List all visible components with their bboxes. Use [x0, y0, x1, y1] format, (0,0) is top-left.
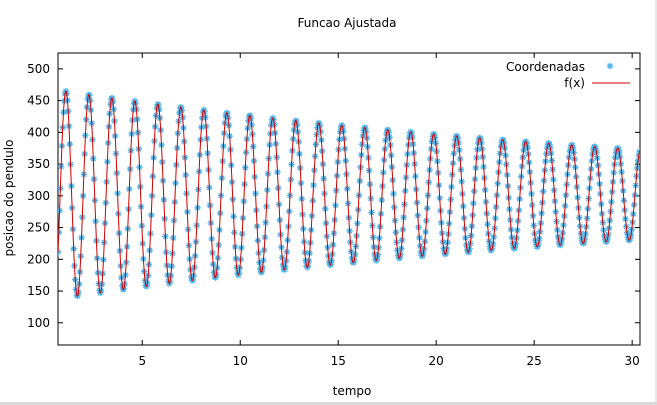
y-tick-label: 400	[27, 125, 50, 139]
x-tick-label: 10	[233, 354, 248, 368]
y-tick-label: 350	[27, 157, 50, 171]
legend: Coordenadas f(x)	[506, 60, 630, 90]
y-axis-label: posicao do pendulo	[2, 140, 16, 257]
plot-area	[57, 52, 641, 346]
x-tick-label: 15	[331, 354, 346, 368]
x-tick-label: 30	[625, 354, 640, 368]
x-axis: 5 10 15 20 25 30	[138, 53, 640, 368]
y-axis: 100 150 200 250 300 350 400 450 500	[27, 62, 640, 330]
x-tick-label: 25	[527, 354, 542, 368]
y-tick-label: 300	[27, 189, 50, 203]
y-tick-label: 150	[27, 284, 50, 298]
y-tick-label: 200	[27, 252, 50, 266]
window-edge-right	[655, 0, 657, 405]
x-tick-label: 20	[429, 354, 444, 368]
y-tick-label: 500	[27, 62, 50, 76]
y-tick-label: 100	[27, 316, 50, 330]
y-tick-label: 250	[27, 221, 50, 235]
legend-marker-coordenadas	[606, 62, 614, 70]
x-axis-label: tempo	[333, 384, 372, 398]
data-point	[58, 248, 62, 256]
series-fx-line	[58, 90, 640, 297]
x-tick-label: 5	[138, 354, 146, 368]
legend-label-coordenadas: Coordenadas	[506, 60, 585, 74]
y-tick-label: 450	[27, 94, 50, 108]
window-edge-bottom	[0, 402, 657, 405]
legend-label-fx: f(x)	[564, 76, 585, 90]
chart-title: Funcao Ajustada	[298, 16, 397, 30]
